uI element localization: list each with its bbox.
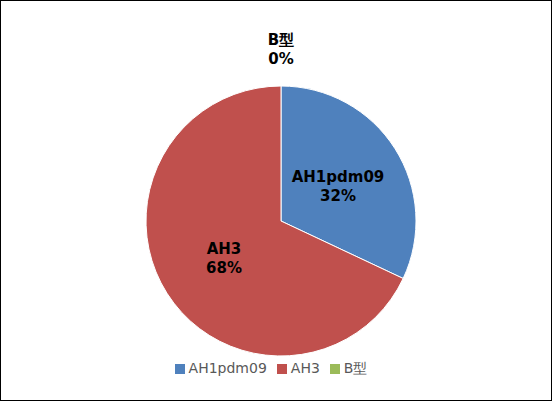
svg-text:AH1pdm0932%: AH1pdm0932%: [292, 168, 385, 205]
html-text:AH3: AH3: [290, 360, 320, 376]
svg-text:AH368%: AH368%: [206, 240, 242, 277]
html-text:B型: B型: [343, 360, 368, 376]
svg-text:B型0%: B型0%: [268, 31, 294, 68]
html-text:AH1pdm09: AH1pdm09: [188, 360, 267, 376]
